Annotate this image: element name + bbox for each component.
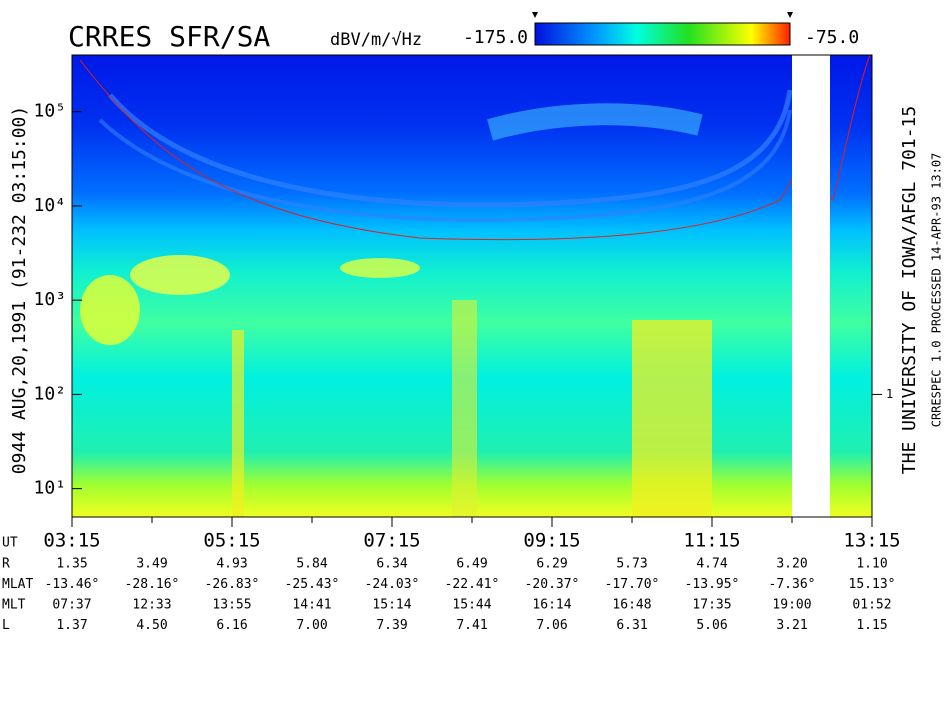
emission-band: [108, 89, 793, 208]
ephemeris-cell: 17:35: [692, 598, 731, 613]
y-tick-label: 10²: [33, 383, 66, 404]
ephemeris-cell: -7.36°: [769, 577, 816, 592]
x-tick-label: 11:15: [683, 530, 740, 552]
ephemeris-cell: 7.41: [456, 618, 487, 633]
emission-patch: [452, 300, 477, 517]
colorbar-label: -75.0: [805, 27, 859, 48]
right-label: THE UNIVERSITY OF IOWA/AFGL 701-15: [899, 106, 920, 474]
ephemeris-cell: 16:48: [612, 598, 651, 613]
ephemeris-cell: -20.37°: [525, 577, 580, 592]
ephemeris-row-label: MLT: [2, 598, 26, 613]
right-note: CRRESPEC 1.0 PROCESSED 14-APR-93 13:07: [930, 153, 944, 428]
emission-band: [98, 109, 792, 223]
ephemeris-cell: 19:00: [772, 598, 811, 613]
ephemeris-cell: 3.21: [776, 618, 807, 633]
y2-tick-label: 1: [886, 387, 893, 401]
ephemeris-cell: -24.03°: [365, 577, 420, 592]
ephemeris-cell: 7.06: [536, 618, 567, 633]
ephemeris-cell: 13:55: [212, 598, 251, 613]
ephemeris-cell: -22.41°: [445, 577, 500, 592]
x-tick-label: 09:15: [523, 530, 580, 552]
ephemeris-cell: 7.39: [376, 618, 407, 633]
emission-patch: [80, 275, 140, 345]
ephemeris-cell: -13.46°: [45, 577, 100, 592]
emission-band: [486, 103, 703, 141]
ephemeris-cell: 3.49: [136, 557, 167, 572]
ephemeris-cell: 1.37: [56, 618, 87, 633]
ephemeris-cell: 6.16: [216, 618, 247, 633]
ephemeris-cell: 1.15: [856, 618, 887, 633]
ephemeris-row-label: MLAT: [2, 577, 33, 592]
colorbar: [534, 22, 791, 46]
ephemeris-row-label: L: [2, 618, 10, 633]
emission-patch: [130, 255, 230, 295]
ephemeris-cell: -17.70°: [605, 577, 660, 592]
ephemeris-cell: 5.84: [296, 557, 327, 572]
ephemeris-cell: 07:37: [52, 598, 91, 613]
x-tick-label: 07:15: [363, 530, 420, 552]
emission-patch: [232, 330, 244, 517]
colorbar-tick: [787, 12, 793, 18]
ephemeris-cell: 5.73: [616, 557, 647, 572]
ephemeris-cell: 01:52: [852, 598, 891, 613]
ephemeris-cell: -13.95°: [685, 577, 740, 592]
ephemeris-cell: 6.29: [536, 557, 567, 572]
emission-patch: [340, 258, 420, 278]
ephemeris-cell: -25.43°: [285, 577, 340, 592]
x-tick-label: 05:15: [203, 530, 260, 552]
left-label: 0944 AUG,20,1991 (91-232 03:15:00): [9, 106, 30, 474]
ephemeris-cell: 4.50: [136, 618, 167, 633]
ephemeris-cell: 1.10: [856, 557, 887, 572]
y-tick-label: 10³: [33, 289, 66, 310]
ephemeris-cell: 6.49: [456, 557, 487, 572]
ephemeris-cell: 15:44: [452, 598, 491, 613]
ephemeris-cell: 6.34: [376, 557, 407, 572]
ephemeris-cell: 1.35: [56, 557, 87, 572]
ephemeris-cell: 14:41: [292, 598, 331, 613]
ephemeris-cell: -28.16°: [125, 577, 180, 592]
ephemeris-cell: 4.93: [216, 557, 247, 572]
chart-title: CRRES SFR/SA: [68, 20, 270, 53]
ephemeris-cell: 7.00: [296, 618, 327, 633]
colorbar-label: -175.0: [463, 27, 528, 48]
ephemeris-cell: -26.83°: [205, 577, 260, 592]
ephemeris-cell: 15:14: [372, 598, 411, 613]
gyrofrequency-curve: [79, 54, 871, 241]
data-gap: [792, 55, 830, 517]
ephemeris-cell: 15.13°: [849, 577, 896, 592]
y-tick-label: 10⁵: [33, 101, 66, 122]
x-tick-label: 13:15: [843, 530, 900, 552]
ephemeris-cell: 12:33: [132, 598, 171, 613]
ephemeris-cell: 6.31: [616, 618, 647, 633]
x-tick-label: 03:15: [43, 530, 100, 552]
ephemeris-cell: 16:14: [532, 598, 571, 613]
ephemeris-cell: 5.06: [696, 618, 727, 633]
ephemeris-cell: 4.74: [696, 557, 727, 572]
emission-patch: [632, 320, 712, 517]
spectrogram: [72, 54, 872, 517]
colorbar-tick: [532, 12, 538, 18]
ephemeris-row-label: R: [2, 557, 10, 572]
ephemeris-cell: 3.20: [776, 557, 807, 572]
colorbar-unit: dBV/m/√Hz: [330, 30, 422, 50]
y-tick-label: 10⁴: [33, 195, 66, 216]
y-tick-label: 10¹: [33, 478, 66, 499]
x-axis-label: UT: [2, 536, 18, 551]
